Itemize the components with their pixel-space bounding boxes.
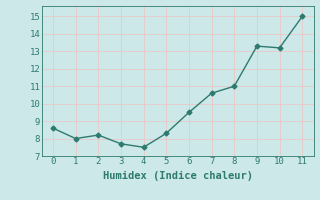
X-axis label: Humidex (Indice chaleur): Humidex (Indice chaleur) [103, 171, 252, 181]
